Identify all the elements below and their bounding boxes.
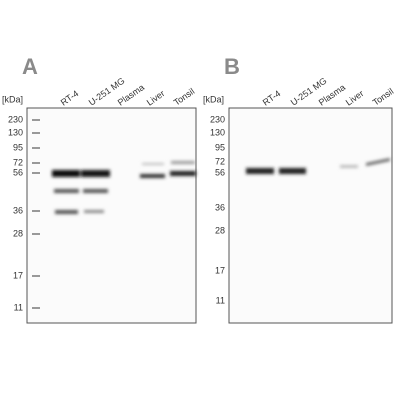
- blot-panel: [228, 107, 393, 324]
- band: [81, 170, 110, 177]
- marker-label: 11: [14, 302, 23, 312]
- band: [52, 170, 80, 177]
- marker-label: 17: [13, 270, 23, 280]
- band: [140, 174, 165, 178]
- marker-label: 95: [13, 142, 23, 152]
- band: [170, 171, 196, 176]
- panel-letter: A: [22, 54, 38, 79]
- band: [54, 189, 79, 193]
- marker-label: 130: [210, 127, 225, 137]
- band: [84, 210, 104, 213]
- blot-panel: [26, 107, 197, 324]
- panel-letter: B: [224, 54, 240, 79]
- band: [366, 158, 390, 166]
- marker-label: 28: [215, 225, 225, 235]
- marker-label: 11: [216, 295, 225, 305]
- unit-label: [kDa]: [203, 94, 224, 104]
- marker-label: 56: [215, 167, 225, 177]
- band: [55, 210, 78, 214]
- marker-label: 36: [13, 205, 23, 215]
- lane-label: Tonsil: [172, 86, 197, 107]
- marker-label: 72: [13, 157, 23, 167]
- marker-label: 72: [215, 156, 225, 166]
- marker-label: 230: [210, 114, 225, 124]
- marker-label: 95: [215, 142, 225, 152]
- lane-label: Liver: [344, 88, 366, 107]
- lane-label: Tonsil: [371, 86, 396, 107]
- marker-label: 17: [215, 265, 225, 275]
- band: [246, 168, 274, 174]
- marker-label: 36: [215, 202, 225, 212]
- band: [171, 161, 195, 164]
- marker-label: 56: [13, 167, 23, 177]
- lane-label: RT-4: [59, 88, 81, 107]
- band: [83, 189, 108, 193]
- unit-label: [kDa]: [2, 94, 23, 104]
- marker-label: 230: [8, 114, 23, 124]
- band: [279, 168, 306, 174]
- marker-label: 130: [8, 127, 23, 137]
- band: [142, 163, 164, 165]
- lane-label: Liver: [145, 88, 167, 107]
- bands: [52, 161, 196, 214]
- bands: [246, 158, 390, 174]
- lane-label: RT-4: [261, 88, 283, 107]
- marker-label: 28: [13, 228, 23, 238]
- band: [340, 165, 358, 168]
